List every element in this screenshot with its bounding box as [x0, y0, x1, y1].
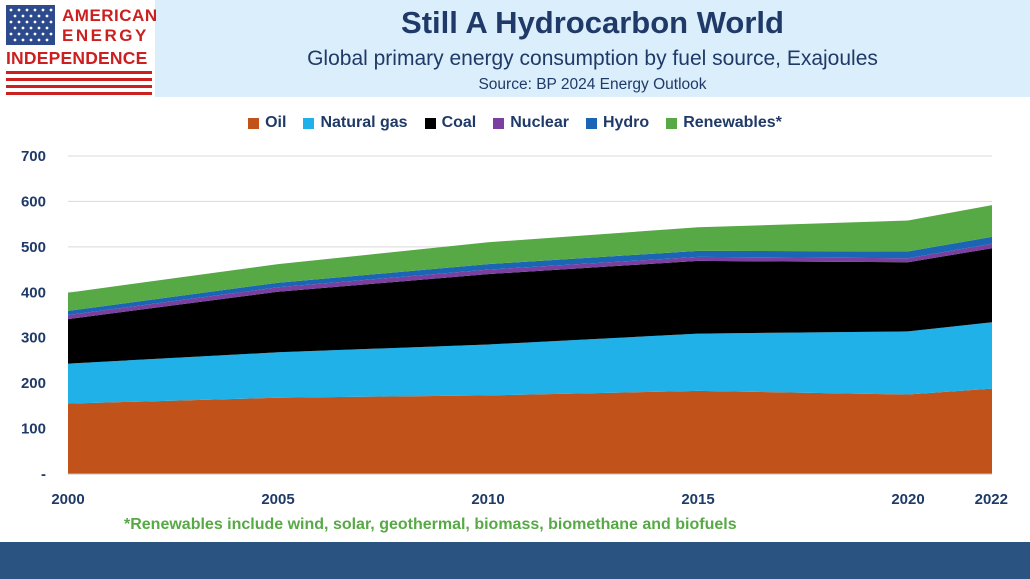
- legend-swatch: [424, 117, 436, 129]
- legend-label: Nuclear: [510, 114, 569, 131]
- x-tick-label: 2020: [891, 491, 924, 508]
- area-renewables: [68, 205, 992, 311]
- logo-text-independence: INDEPENDENCE: [6, 48, 148, 68]
- legend-swatch: [666, 117, 678, 129]
- legend-item: Renewables*: [666, 114, 782, 132]
- area-hydro: [68, 236, 992, 315]
- footnote: *Renewables include wind, solar, geother…: [124, 516, 737, 533]
- y-tick-label: 400: [21, 284, 46, 301]
- x-tick-label: 2010: [471, 491, 504, 508]
- y-tick-label: 600: [21, 193, 46, 210]
- area-oil: [68, 388, 992, 474]
- y-tick-label: 200: [21, 375, 46, 392]
- logo: AMERICAN ENERGY INDEPENDENCE: [6, 5, 157, 95]
- x-tick-label: 2022: [975, 491, 1008, 508]
- legend-swatch: [493, 117, 505, 129]
- legend-label: Hydro: [602, 114, 650, 131]
- legend-swatch: [248, 117, 260, 129]
- legend-label: Oil: [265, 114, 287, 131]
- header-band: [155, 0, 1030, 97]
- y-tick-label: 700: [21, 148, 46, 165]
- page-subtitle: Global primary energy consumption by fue…: [307, 47, 878, 70]
- x-tick-label: 2005: [261, 491, 294, 508]
- page-title: Still A Hydrocarbon World: [401, 5, 784, 40]
- legend-item: Coal: [424, 114, 477, 132]
- legend-label: Renewables*: [683, 114, 782, 131]
- legend-item: Nuclear: [493, 114, 569, 132]
- source-note: Source: BP 2024 Energy Outlook: [478, 76, 707, 93]
- x-tick-label: 2000: [51, 491, 84, 508]
- footer-band: [0, 542, 1030, 579]
- legend-label: Natural gas: [320, 114, 408, 131]
- logo-text-american: AMERICAN: [62, 6, 158, 25]
- y-tick-label: 300: [21, 330, 46, 347]
- y-tick-label: 100: [21, 421, 46, 438]
- chart-legend: Oil Natural gas Coal Nuclear Hydro Renewables…: [0, 114, 1030, 132]
- stacked-area-chart: - 100 200 300 400 500 600 700 2000 2005 2010 2015 20…: [21, 148, 1008, 508]
- area-natural-gas: [68, 322, 992, 404]
- legend-swatch: [585, 117, 597, 129]
- us-flag-icon: [6, 5, 55, 45]
- logo-text-energy: ENERGY: [62, 26, 149, 45]
- legend-swatch: [303, 117, 315, 129]
- logo-stripes: [6, 71, 152, 95]
- y-tick-label: 500: [21, 239, 46, 256]
- legend-label: Coal: [441, 114, 477, 131]
- legend-item: Oil: [248, 114, 286, 132]
- x-tick-label: 2015: [681, 491, 714, 508]
- y-tick-label: -: [41, 466, 46, 483]
- legend-item: Hydro: [585, 114, 650, 132]
- legend-item: Natural gas: [303, 114, 408, 132]
- area-coal: [68, 248, 992, 364]
